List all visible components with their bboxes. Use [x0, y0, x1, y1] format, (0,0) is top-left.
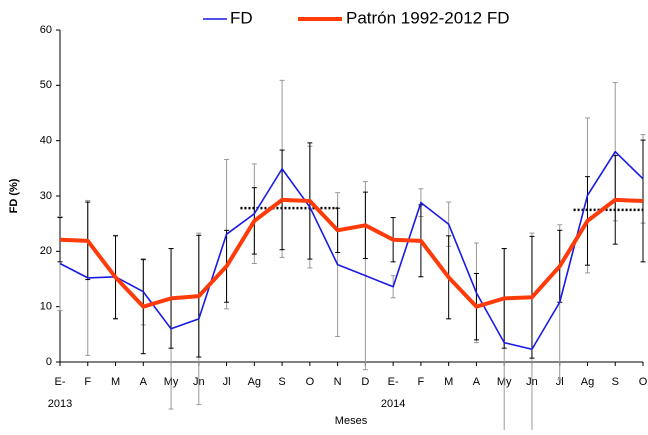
x-tick-label: M: [444, 376, 453, 388]
y-axis-label: FD (%): [8, 178, 20, 213]
series-line: [59, 150, 644, 351]
x-tick-label: A: [140, 376, 148, 388]
year-label: 2014: [381, 398, 405, 410]
year-label: 2013: [48, 398, 72, 410]
y-tick-label: 10: [40, 301, 52, 313]
y-tick-label: 40: [40, 135, 52, 147]
y-tick-label: 20: [40, 245, 52, 257]
y-tick-label: 50: [40, 79, 52, 91]
x-tick-label: D: [361, 376, 369, 388]
x-tick-label: E-: [388, 376, 399, 388]
x-tick-label: Ag: [248, 376, 261, 388]
x-axis-label: Meses: [335, 415, 368, 427]
x-tick-label: O: [306, 376, 315, 388]
x-tick-label: M: [111, 376, 120, 388]
x-tick-label: S: [612, 376, 619, 388]
y-tick-label: 30: [40, 190, 52, 202]
y-tick-label: 60: [40, 24, 52, 36]
x-tick-label: F: [84, 376, 91, 388]
x-tick-label: S: [278, 376, 285, 388]
y-tick-label: 0: [46, 356, 52, 368]
legend-label: FD: [230, 8, 253, 27]
x-tick-label: E-: [55, 376, 66, 388]
series-line: [59, 197, 644, 309]
x-tick-label: A: [473, 376, 481, 388]
x-tick-label: F: [418, 376, 425, 388]
x-tick-label: Ag: [581, 376, 594, 388]
x-tick-label: O: [639, 376, 648, 388]
legend-label: Patrón 1992-2012 FD: [346, 8, 510, 27]
x-tick-label: Jl: [556, 376, 564, 388]
x-tick-label: N: [334, 376, 342, 388]
x-tick-label: Jl: [223, 376, 231, 388]
